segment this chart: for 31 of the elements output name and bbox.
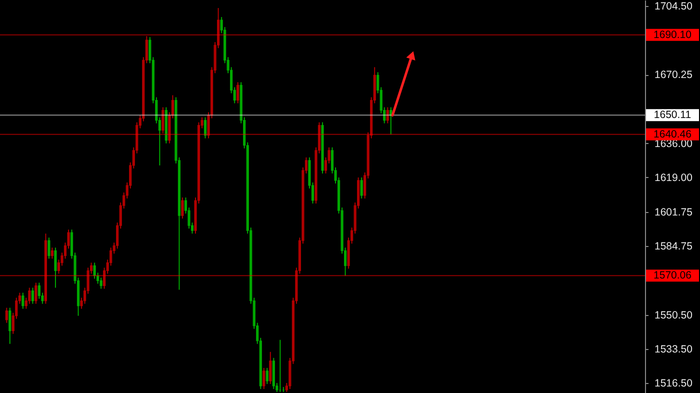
- candlestick: [269, 351, 272, 384]
- candlestick: [8, 307, 12, 344]
- candlestick: [48, 237, 50, 260]
- y-tick-label: 1670.25: [654, 69, 693, 82]
- candlestick: [360, 176, 363, 200]
- ref-line-label: 1650.11: [654, 109, 692, 122]
- y-tick-label: 1533.50: [654, 343, 693, 356]
- y-tick-label: 1619.00: [654, 172, 693, 184]
- candlestick: [236, 82, 240, 104]
- ref-line-label: 1640.46: [654, 128, 692, 140]
- candlestick: [31, 287, 34, 304]
- y-tick-label: 1584.75: [654, 240, 693, 253]
- candlestick: [262, 367, 266, 390]
- y-tick-label: 1636.00: [654, 138, 693, 150]
- candlestick: [34, 282, 38, 304]
- candlestick: [5, 307, 8, 324]
- ref-line-label: 1570.06: [654, 270, 692, 282]
- candlestick: [54, 247, 57, 288]
- y-tick-label: 1516.50: [654, 377, 693, 390]
- candlestick: [266, 367, 268, 384]
- ref-line-label: 1690.10: [654, 28, 692, 41]
- candlestick: [22, 292, 24, 310]
- candlestick: [181, 197, 184, 220]
- candlestick: [162, 106, 164, 134]
- y-tick-label: 1601.75: [654, 206, 693, 219]
- candlestick: [50, 247, 54, 260]
- y-tick-label: 1704.50: [654, 0, 693, 13]
- candlestick: [386, 106, 389, 124]
- y-tick-label: 1550.50: [654, 309, 693, 322]
- candlestick: [93, 262, 96, 280]
- candlestick: [204, 116, 207, 139]
